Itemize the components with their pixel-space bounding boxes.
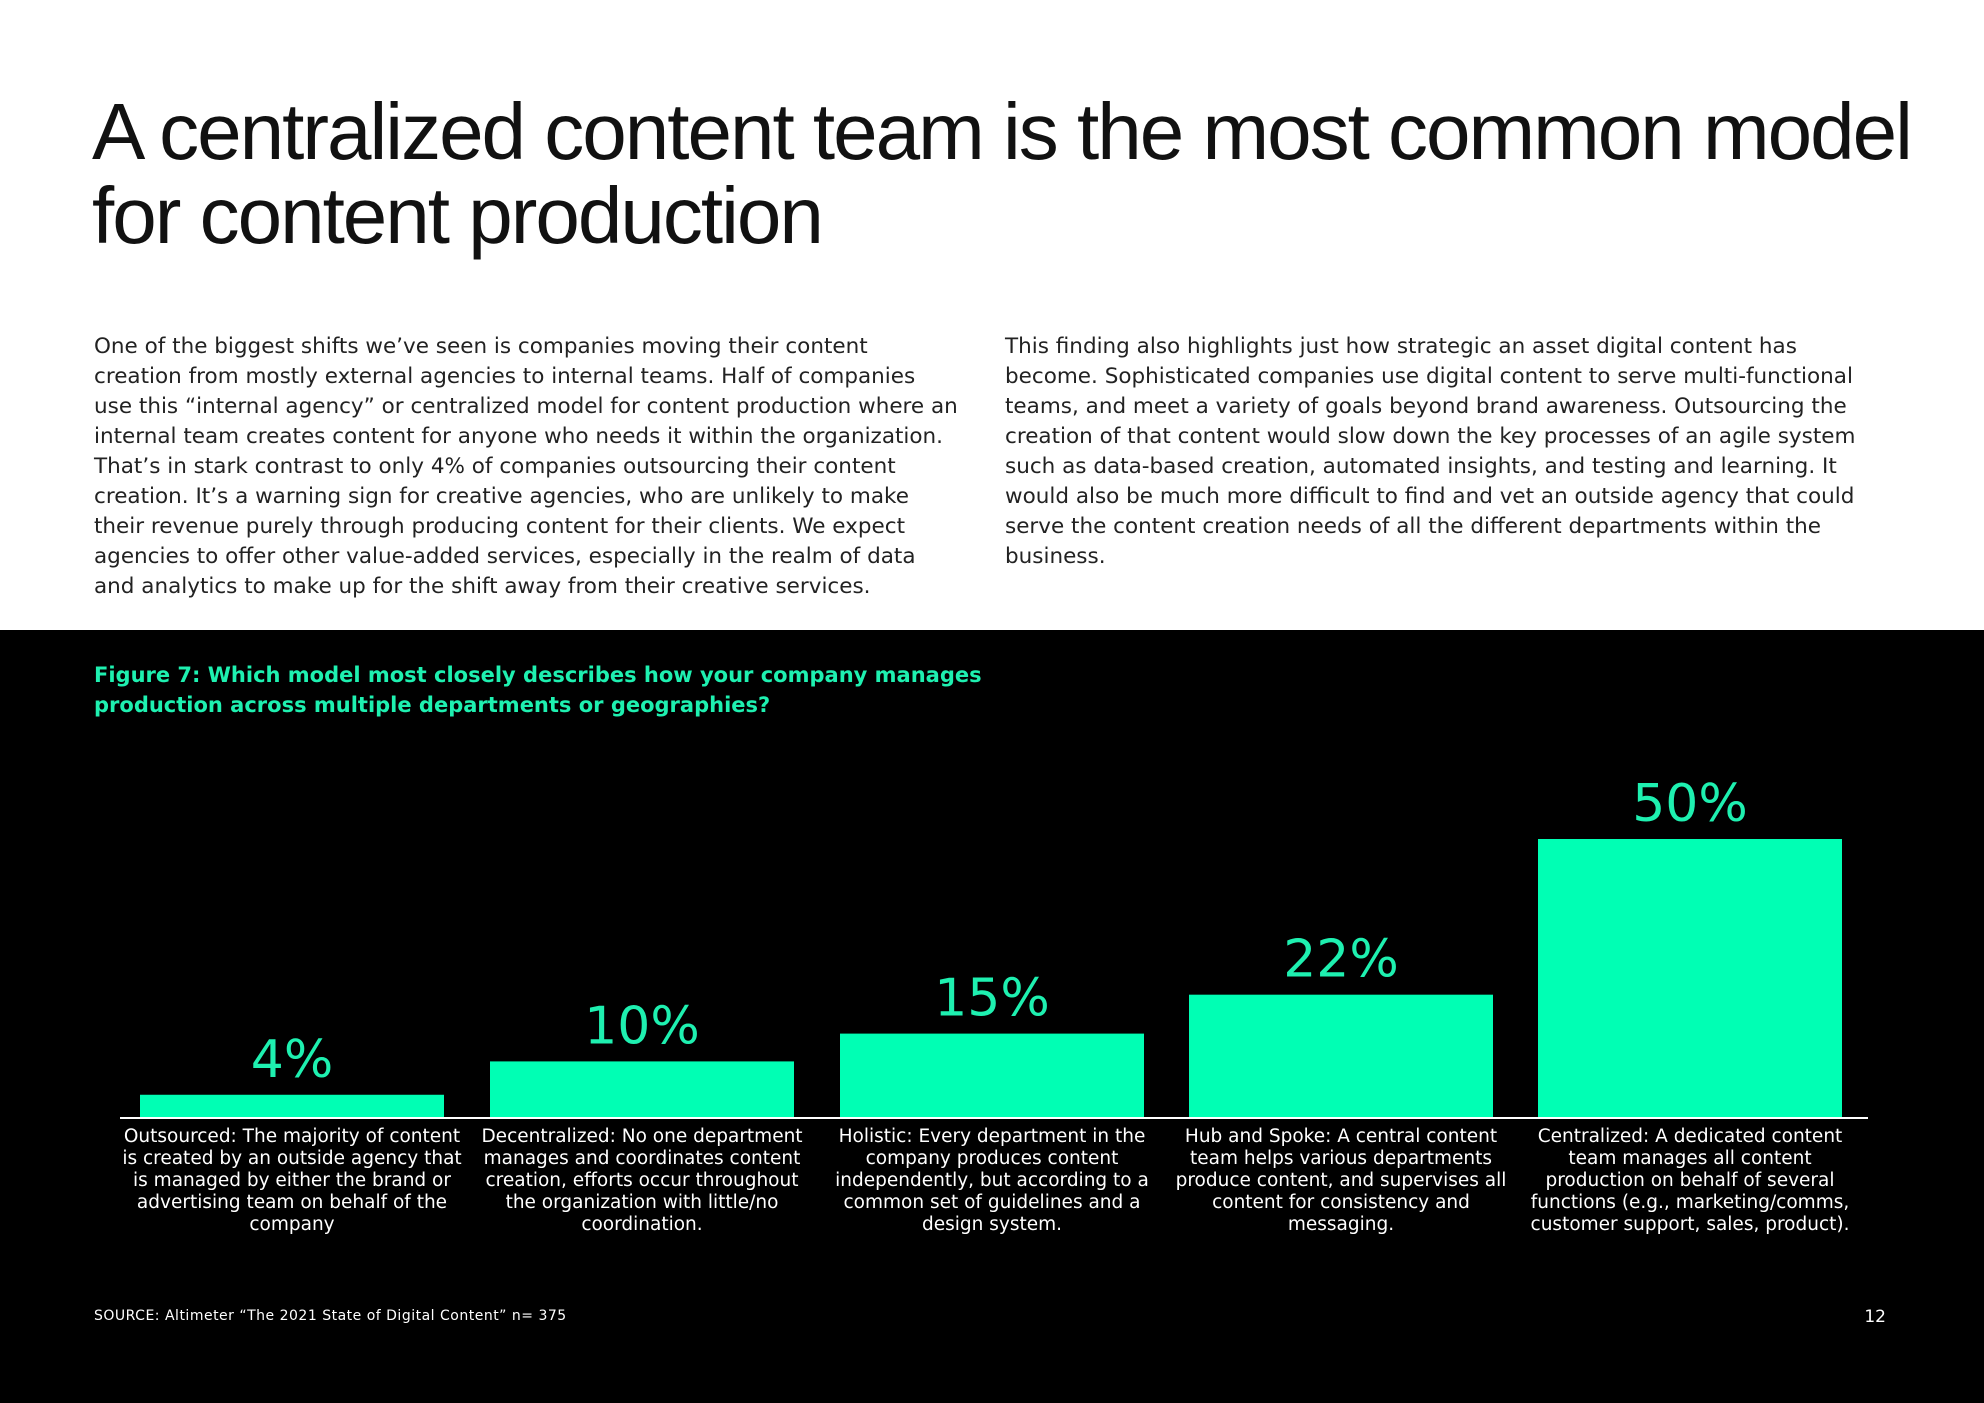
value-label-2: 10% bbox=[584, 996, 700, 1056]
value-label-1: 4% bbox=[251, 1030, 334, 1090]
category-labels: Outsourced: The majority of content is c… bbox=[0, 630, 1984, 1403]
article-section: A centralized content team is the most c… bbox=[0, 0, 1984, 630]
figure-panel: Figure 7: Which model most closely descr… bbox=[0, 630, 1984, 1403]
value-label-3: 15% bbox=[934, 969, 1050, 1029]
body-paragraph-right: This finding also highlights just how st… bbox=[1005, 334, 1856, 569]
bar-3 bbox=[840, 1033, 1144, 1117]
bar-4 bbox=[1189, 994, 1493, 1117]
page-headline: A centralized content team is the most c… bbox=[92, 87, 1913, 260]
category-label-5: Centralized: A dedicated content team ma… bbox=[1530, 1126, 1850, 1235]
category-label-3: Holistic: Every department in the compan… bbox=[835, 1126, 1149, 1235]
bar-1 bbox=[140, 1094, 444, 1117]
bar-chart: 4% 10% 15% 22% 50% bbox=[120, 774, 1868, 1119]
page-number: 12 bbox=[1864, 1307, 1886, 1327]
category-label-4: Hub and Spoke: A central content team he… bbox=[1175, 1126, 1507, 1235]
source-note: SOURCE: Altimeter “The 2021 State of Dig… bbox=[94, 1308, 567, 1324]
body-paragraph-left: One of the biggest shifts we’ve seen is … bbox=[94, 334, 958, 599]
figure-caption: Figure 7: Which model most closely descr… bbox=[94, 663, 982, 717]
value-label-5: 50% bbox=[1632, 774, 1748, 834]
bar-5 bbox=[1538, 839, 1842, 1117]
category-label-1: Outsourced: The majority of content is c… bbox=[122, 1126, 462, 1235]
value-label-4: 22% bbox=[1283, 930, 1399, 990]
category-label-2: Decentralized: No one department manages… bbox=[481, 1126, 803, 1235]
bar-2 bbox=[490, 1061, 794, 1117]
